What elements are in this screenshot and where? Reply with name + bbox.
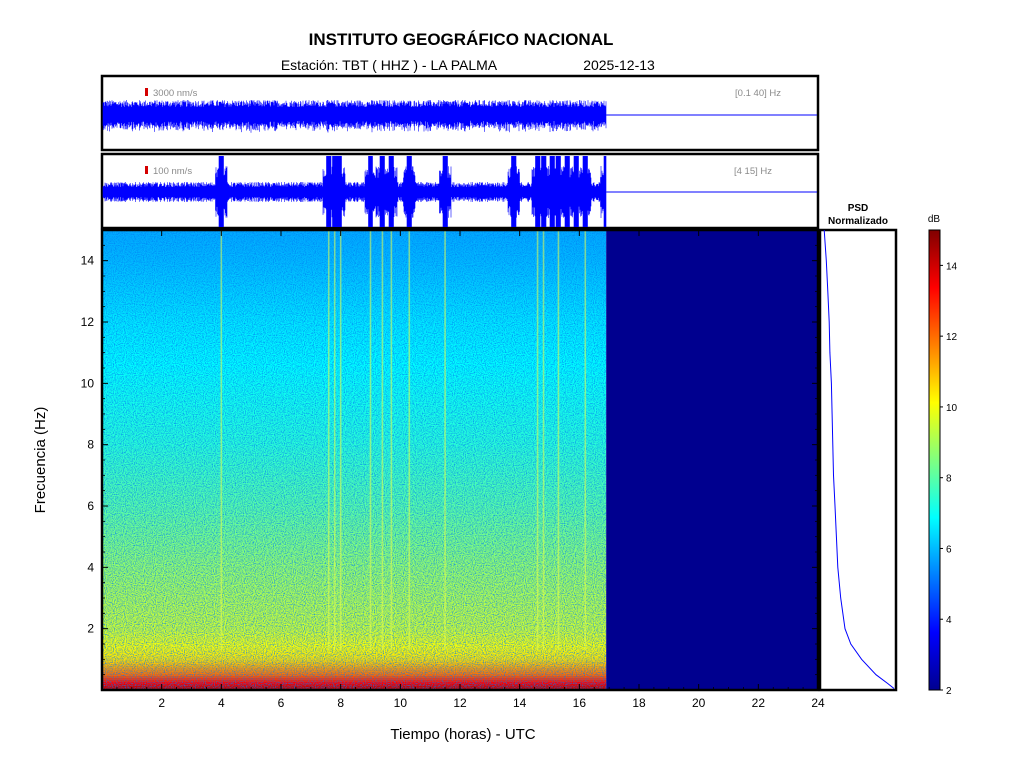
- colorbar-tick-label: 6: [946, 544, 952, 555]
- colorbar-tick-label: 2: [946, 686, 952, 697]
- x-tick-label: 2: [158, 696, 165, 710]
- spectrogram-noise: [102, 230, 607, 690]
- colorbar-tick-label: 12: [946, 332, 958, 343]
- colorbar-tick-label: 10: [946, 403, 958, 414]
- x-tick-label: 18: [632, 696, 646, 710]
- y-axis-label: Frecuencia (Hz): [32, 407, 49, 514]
- colorbar: dB 2 4 6 8 10 12 14: [928, 214, 958, 697]
- x-tick-label: 16: [573, 696, 587, 710]
- y-tick-label: 4: [87, 560, 94, 574]
- filter-label: [0.1 40] Hz: [735, 88, 781, 99]
- y-tick-label: 6: [87, 499, 94, 513]
- spectrogram-streak: [542, 230, 545, 650]
- spectrogram-streak: [408, 230, 411, 650]
- spectrogram-streak: [369, 230, 372, 650]
- waveform-trace: [102, 156, 607, 227]
- colorbar-label: dB: [928, 214, 941, 225]
- colorbar-tick-label: 8: [946, 474, 952, 485]
- date-label: 2025-12-13: [583, 57, 655, 73]
- x-tick-label: 4: [218, 696, 225, 710]
- filter-label: [4 15] Hz: [734, 166, 772, 177]
- x-tick-label: 10: [394, 696, 408, 710]
- spectrogram-streak: [220, 230, 223, 650]
- waveform-trace: [102, 100, 607, 133]
- x-tick-label: 6: [278, 696, 285, 710]
- psd-panel: PSD Normalizado: [818, 203, 898, 692]
- x-tick-label: 20: [692, 696, 706, 710]
- spectrogram-streak: [444, 230, 446, 650]
- colorbar-tick-label: 14: [946, 261, 958, 272]
- colorbar-tick-label: 4: [946, 615, 952, 626]
- x-tick-label: 24: [811, 696, 825, 710]
- x-tick-label: 12: [453, 696, 467, 710]
- spectrogram-streak: [333, 230, 336, 650]
- waveform-panel-broadband: 3000 nm/s [0.1 40] Hz: [100, 74, 820, 152]
- y-tick-label: 8: [87, 438, 94, 452]
- psd-curve: [823, 229, 895, 689]
- scale-label: 3000 nm/s: [153, 88, 198, 99]
- figure-title: INSTITUTO GEOGRÁFICO NACIONAL: [309, 30, 614, 49]
- spectrogram-streak: [584, 230, 587, 650]
- psd-title-line2: Normalizado: [828, 216, 888, 227]
- spectrogram-streak: [390, 230, 393, 650]
- spectrogram-streak: [327, 230, 330, 650]
- x-tick-label: 22: [752, 696, 766, 710]
- x-tick-label: 8: [337, 696, 344, 710]
- spectrogram-streak: [557, 230, 560, 650]
- station-label: Estación: TBT ( HHZ ) - LA PALMA: [281, 57, 498, 73]
- psd-title-line1: PSD: [848, 203, 869, 214]
- y-tick-label: 12: [81, 315, 95, 329]
- y-tick-label: 2: [87, 622, 94, 636]
- x-axis-label: Tiempo (horas) - UTC: [390, 726, 535, 743]
- scale-marker: [145, 88, 148, 96]
- spectrogram-streak: [536, 230, 539, 650]
- scale-label: 100 nm/s: [153, 166, 192, 177]
- spectrogram-streak: [381, 230, 384, 650]
- waveform-panel-filtered: 100 nm/s [4 15] Hz: [100, 152, 820, 230]
- scale-marker: [145, 166, 148, 174]
- x-tick-label: 14: [513, 696, 527, 710]
- y-tick-label: 14: [81, 254, 95, 268]
- spectrogram-streak: [339, 230, 342, 650]
- spectrogram-empty: [606, 230, 818, 690]
- y-tick-label: 10: [81, 376, 95, 390]
